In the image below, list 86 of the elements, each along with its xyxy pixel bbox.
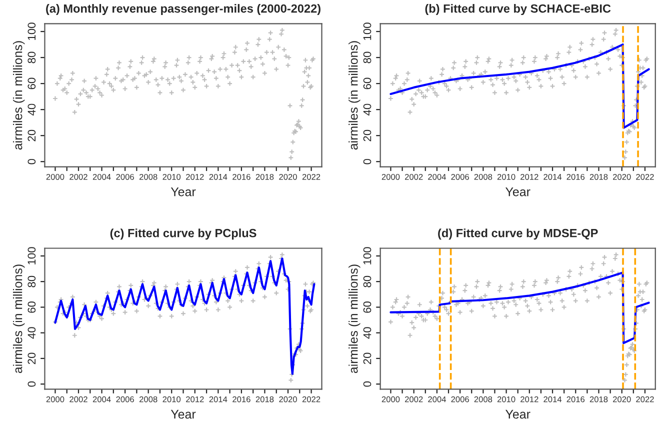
x-axis-title: Year <box>170 410 196 419</box>
x-tick-label: 2002 <box>404 174 423 180</box>
x-tick-label: 2014 <box>544 174 562 180</box>
x-tick-label: 2018 <box>590 174 608 180</box>
x-tick-label: 2014 <box>209 396 228 402</box>
x-tick-label: 2002 <box>70 174 88 180</box>
y-tick-label: 0 <box>28 158 36 164</box>
x-tick-label: 2010 <box>162 174 181 180</box>
x-tick-label: 2006 <box>116 396 134 402</box>
x-tick-label: 2004 <box>92 396 111 402</box>
y-tick-label: 40 <box>28 104 36 116</box>
y-tick-label: 80 <box>28 276 36 288</box>
x-tick-label: 2008 <box>474 396 492 402</box>
chart-title: (d) Fitted curve by MDSE-QP <box>438 228 598 240</box>
chart-title: (a) Monthly revenue passenger-miles (2000-2022) <box>46 4 320 16</box>
x-tick-label: 2004 <box>428 174 446 180</box>
x-tick-label: 2006 <box>451 396 469 402</box>
y-tick-label: 80 <box>28 52 36 64</box>
x-tick-label: 2022 <box>302 396 320 402</box>
y-tick-label: 100 <box>28 247 36 264</box>
chart-title: (b) Fitted curve by SCHACE-eBIC <box>425 4 611 16</box>
x-tick-label: 2020 <box>279 396 297 402</box>
y-tick-label: 40 <box>363 104 372 116</box>
x-tick-label: 2016 <box>232 174 250 180</box>
x-tick-label: 2020 <box>279 174 297 180</box>
x-tick-label: 2014 <box>544 396 562 402</box>
y-tick-label: 60 <box>363 78 372 90</box>
y-tick-label: 60 <box>28 301 36 313</box>
y-tick-label: 60 <box>363 301 372 313</box>
y-tick-label: 20 <box>28 352 36 364</box>
x-axis-title: Year <box>170 188 196 196</box>
x-tick-label: 2018 <box>590 396 608 402</box>
y-tick-label: 20 <box>28 130 36 142</box>
line-series <box>390 43 650 129</box>
x-tick-label: 2012 <box>520 174 538 180</box>
x-tick-label: 2022 <box>636 396 654 402</box>
x-tick-label: 2006 <box>451 174 469 180</box>
y-tick-label: 0 <box>28 381 36 387</box>
x-tick-label: 2022 <box>636 174 654 180</box>
y-axis-title: airmiles (in millions) <box>348 264 360 374</box>
x-tick-label: 2002 <box>70 396 88 402</box>
y-tick-label: 80 <box>363 52 372 64</box>
y-tick-label: 100 <box>28 22 36 40</box>
x-tick-label: 2018 <box>256 396 274 402</box>
y-tick-label: 40 <box>28 327 36 339</box>
y-tick-label: 60 <box>28 78 36 90</box>
x-tick-label: 2014 <box>209 174 228 180</box>
x-tick-label: 2000 <box>46 396 64 402</box>
x-tick-label: 2010 <box>497 396 516 402</box>
x-tick-label: 2008 <box>474 174 492 180</box>
x-tick-label: 2008 <box>139 174 158 180</box>
x-tick-label: 2004 <box>428 396 446 402</box>
x-tick-label: 2016 <box>232 396 250 402</box>
x-tick-label: 2000 <box>382 396 400 402</box>
y-tick-label: 0 <box>363 158 372 164</box>
chart-title: (c) Fitted curve by PCpluS <box>110 228 256 240</box>
x-tick-label: 2010 <box>162 396 181 402</box>
x-axis-title: Year <box>505 188 530 196</box>
y-tick-label: 20 <box>363 352 372 364</box>
x-tick-label: 2006 <box>116 174 134 180</box>
y-tick-label: 20 <box>363 130 372 142</box>
x-tick-label: 2016 <box>566 396 585 402</box>
y-axis-title: airmiles (in millions) <box>13 264 25 374</box>
x-tick-label: 2002 <box>404 396 423 402</box>
y-tick-label: 100 <box>363 247 372 264</box>
y-tick-label: 40 <box>363 327 372 339</box>
x-tick-label: 2008 <box>139 396 158 402</box>
x-tick-label: 2022 <box>302 174 320 180</box>
x-tick-label: 2010 <box>497 174 516 180</box>
x-tick-label: 2012 <box>186 396 204 402</box>
x-tick-label: 2018 <box>256 174 274 180</box>
x-tick-label: 2016 <box>566 174 585 180</box>
x-tick-label: 2012 <box>186 174 204 180</box>
y-tick-label: 100 <box>363 22 372 40</box>
y-axis-title: airmiles (in millions) <box>13 41 25 150</box>
x-tick-label: 2012 <box>520 396 538 402</box>
x-tick-label: 2020 <box>613 174 631 180</box>
y-tick-label: 80 <box>363 276 372 288</box>
x-axis-title: Year <box>505 410 530 419</box>
x-tick-label: 2020 <box>613 396 631 402</box>
y-axis-title: airmiles (in millions) <box>348 41 360 150</box>
x-tick-label: 2004 <box>92 174 111 180</box>
x-tick-label: 2000 <box>382 174 400 180</box>
line-series <box>390 272 650 344</box>
y-tick-label: 0 <box>363 381 372 387</box>
x-tick-label: 2000 <box>46 174 64 180</box>
